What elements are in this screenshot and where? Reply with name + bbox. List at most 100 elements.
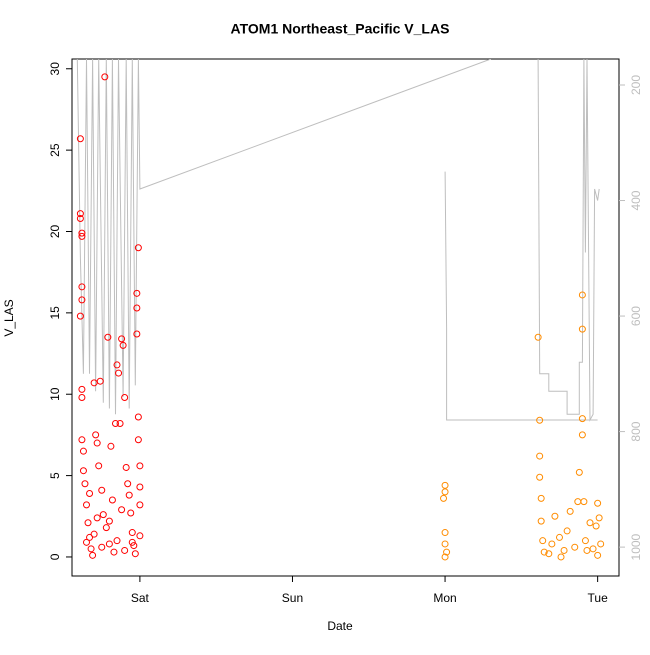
y-tick-label: 30 bbox=[48, 62, 62, 76]
y-tick-label: 25 bbox=[48, 143, 62, 157]
point bbox=[87, 545, 95, 553]
point bbox=[580, 498, 588, 506]
point bbox=[98, 486, 106, 494]
point bbox=[128, 529, 136, 537]
point bbox=[116, 420, 124, 428]
point bbox=[133, 330, 141, 338]
point bbox=[548, 540, 556, 548]
x-tick-label: Tue bbox=[588, 591, 609, 605]
x-tick-label: Sun bbox=[282, 591, 303, 605]
point bbox=[555, 533, 563, 541]
point bbox=[536, 473, 544, 481]
point bbox=[578, 291, 586, 299]
point bbox=[594, 499, 602, 507]
point bbox=[79, 447, 87, 455]
point bbox=[102, 524, 110, 532]
point bbox=[111, 420, 119, 428]
point bbox=[539, 537, 547, 545]
point bbox=[118, 506, 126, 514]
point bbox=[86, 489, 94, 497]
y2-tick-label: 800 bbox=[629, 421, 643, 441]
point bbox=[84, 519, 92, 527]
point bbox=[113, 361, 121, 369]
point bbox=[578, 325, 586, 333]
point bbox=[125, 491, 133, 499]
depth-line bbox=[76, 59, 600, 422]
point bbox=[121, 393, 129, 401]
point bbox=[107, 442, 115, 450]
point bbox=[93, 439, 101, 447]
point bbox=[536, 452, 544, 460]
point bbox=[92, 431, 100, 439]
point bbox=[76, 135, 84, 143]
point bbox=[537, 494, 545, 502]
y-tick-label: 5 bbox=[48, 472, 62, 479]
point bbox=[96, 377, 104, 385]
point bbox=[119, 341, 127, 349]
point bbox=[78, 393, 86, 401]
chart-title: ATOM1 Northeast_Pacific V_LAS bbox=[231, 21, 450, 37]
point bbox=[134, 436, 142, 444]
point bbox=[113, 537, 121, 545]
point bbox=[551, 512, 559, 520]
point bbox=[76, 312, 84, 320]
point bbox=[563, 527, 571, 535]
point bbox=[124, 480, 132, 488]
y-tick-label: 20 bbox=[48, 225, 62, 239]
point bbox=[441, 488, 449, 496]
point bbox=[578, 431, 586, 439]
point bbox=[130, 542, 138, 550]
y2-tick-label: 1000 bbox=[629, 533, 643, 560]
point bbox=[136, 501, 144, 509]
point bbox=[121, 546, 129, 554]
point bbox=[441, 540, 449, 548]
point bbox=[78, 436, 86, 444]
point bbox=[440, 494, 448, 502]
point bbox=[537, 517, 545, 525]
point bbox=[78, 296, 86, 304]
point bbox=[79, 467, 87, 475]
point bbox=[441, 529, 449, 537]
point bbox=[78, 385, 86, 393]
point bbox=[441, 481, 449, 489]
point bbox=[589, 545, 597, 553]
y-axis-label: V_LAS bbox=[2, 299, 16, 336]
point bbox=[78, 229, 86, 237]
point bbox=[131, 550, 139, 558]
point bbox=[534, 333, 542, 341]
y2-tick-label: 200 bbox=[629, 75, 643, 95]
y2-tick-label: 600 bbox=[629, 306, 643, 326]
point bbox=[110, 548, 118, 556]
point bbox=[76, 214, 84, 222]
point bbox=[597, 540, 605, 548]
point bbox=[545, 550, 553, 558]
x-tick-label: Sat bbox=[131, 591, 150, 605]
point bbox=[82, 538, 90, 546]
point bbox=[540, 548, 548, 556]
point bbox=[104, 333, 112, 341]
point bbox=[86, 533, 94, 541]
point bbox=[93, 514, 101, 522]
point bbox=[557, 553, 565, 561]
point bbox=[566, 507, 574, 515]
point bbox=[76, 210, 84, 218]
point bbox=[122, 463, 130, 471]
point bbox=[105, 540, 113, 548]
x-tick-label: Mon bbox=[433, 591, 456, 605]
point bbox=[128, 538, 136, 546]
point bbox=[136, 483, 144, 491]
point bbox=[90, 530, 98, 538]
point bbox=[78, 232, 86, 240]
x-axis-label: Date bbox=[327, 619, 353, 633]
point bbox=[90, 379, 98, 387]
point bbox=[443, 548, 451, 556]
y2-tick-label: 400 bbox=[629, 190, 643, 210]
point bbox=[575, 468, 583, 476]
point bbox=[134, 413, 142, 421]
point bbox=[592, 522, 600, 530]
point bbox=[118, 335, 126, 343]
point bbox=[82, 501, 90, 509]
plot-frame bbox=[71, 58, 620, 577]
